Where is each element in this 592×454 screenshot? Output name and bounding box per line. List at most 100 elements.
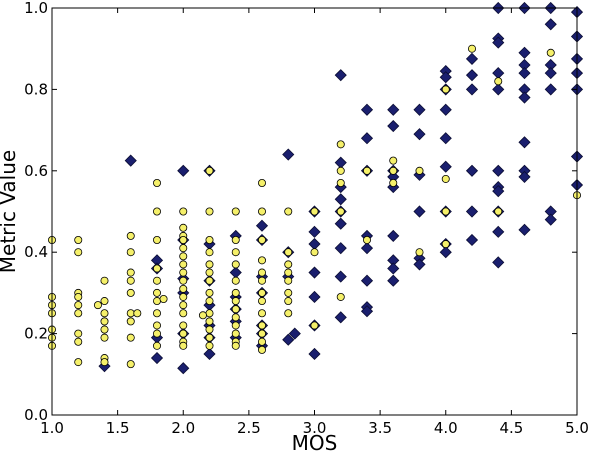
- data-point-circle: [389, 166, 398, 175]
- data-point-diamond: [518, 46, 531, 59]
- data-point-diamond: [255, 219, 269, 232]
- data-point-circle: [205, 248, 214, 257]
- data-point-circle: [152, 264, 161, 273]
- data-point-circle: [494, 207, 503, 216]
- y-tick-label: 0.8: [24, 80, 48, 98]
- data-point-diamond: [387, 262, 400, 275]
- data-point-diamond: [492, 36, 505, 49]
- data-point-circle: [205, 341, 214, 350]
- data-point-diamond: [518, 91, 531, 104]
- y-tick-label: 0.2: [24, 325, 48, 343]
- data-point-diamond: [308, 266, 321, 279]
- data-point-circle: [205, 325, 214, 334]
- data-point-diamond: [518, 136, 531, 149]
- data-point-diamond: [387, 103, 400, 116]
- data-point-circle: [336, 166, 345, 175]
- data-point-circle: [179, 268, 188, 277]
- data-point-circle: [152, 321, 161, 330]
- data-point-circle: [152, 288, 161, 297]
- data-point-circle: [310, 207, 319, 216]
- data-point-circle: [231, 297, 240, 306]
- data-point-diamond: [308, 290, 321, 304]
- data-point-diamond: [492, 164, 505, 177]
- data-point-circle: [441, 174, 450, 183]
- data-point-diamond: [413, 128, 426, 141]
- data-point-circle: [74, 235, 83, 244]
- data-point-circle: [179, 292, 188, 301]
- data-point-circle: [126, 360, 135, 369]
- data-point-circle: [284, 248, 293, 257]
- data-point-circle: [231, 276, 240, 285]
- y-tick-label: 1.0: [24, 0, 48, 17]
- data-point-diamond: [177, 362, 190, 375]
- data-point-diamond: [360, 305, 374, 318]
- data-point-circle: [389, 156, 398, 165]
- data-point-circle: [205, 297, 214, 306]
- data-point-circle: [231, 305, 240, 314]
- data-point-circle: [257, 179, 266, 188]
- data-point-diamond: [439, 103, 452, 116]
- x-tick-label: 5.0: [565, 419, 589, 437]
- data-point-circle: [284, 288, 293, 297]
- data-point-circle: [74, 329, 83, 338]
- data-point-diamond: [465, 233, 479, 247]
- data-point-diamond: [308, 225, 321, 238]
- data-point-diamond: [334, 311, 347, 324]
- data-point-diamond: [282, 333, 295, 346]
- data-point-diamond: [334, 242, 347, 255]
- data-point-circle: [126, 288, 135, 297]
- data-point-diamond: [518, 170, 531, 183]
- data-point-circle: [441, 85, 450, 94]
- data-point-diamond: [334, 193, 347, 206]
- data-point-circle: [179, 329, 188, 338]
- data-point-circle: [546, 48, 555, 57]
- y-tick-label: 0.4: [24, 243, 48, 261]
- data-point-diamond: [308, 347, 321, 361]
- data-point-circle: [310, 248, 319, 257]
- data-point-circle: [205, 276, 214, 285]
- data-point-circle: [198, 311, 207, 320]
- data-point-diamond: [387, 119, 400, 133]
- y-axis-label: Metric Value: [0, 150, 20, 273]
- data-point-diamond: [334, 270, 347, 283]
- data-point-circle: [257, 321, 266, 330]
- data-point-circle: [179, 260, 188, 269]
- data-point-circle: [179, 252, 188, 261]
- data-point-circle: [205, 207, 214, 216]
- data-point-diamond: [387, 274, 400, 287]
- data-point-circle: [179, 235, 188, 244]
- data-point-diamond: [288, 327, 301, 340]
- x-tick-label: 4.0: [434, 419, 458, 437]
- data-point-diamond: [439, 246, 452, 259]
- data-point-circle: [100, 309, 109, 318]
- data-point-diamond: [465, 83, 479, 96]
- data-point-diamond: [492, 67, 505, 80]
- data-point-circle: [179, 223, 188, 232]
- data-point-circle: [257, 297, 266, 306]
- data-point-diamond: [544, 83, 557, 96]
- data-point-diamond: [439, 132, 452, 145]
- data-point-diamond: [439, 71, 452, 84]
- data-point-circle: [100, 276, 109, 285]
- data-point-circle: [389, 179, 398, 188]
- x-tick-label: 2.5: [237, 419, 261, 437]
- data-point-circle: [74, 292, 83, 301]
- data-point-circle: [74, 248, 83, 257]
- data-point-diamond: [360, 103, 374, 116]
- data-point-circle: [205, 317, 214, 326]
- data-point-diamond: [518, 223, 531, 236]
- data-point-circle: [126, 231, 135, 240]
- data-point-circle: [441, 240, 450, 249]
- data-point-diamond: [465, 164, 479, 177]
- data-point-circle: [441, 207, 450, 216]
- data-point-circle: [133, 309, 142, 318]
- data-point-diamond: [229, 266, 242, 279]
- data-point-circle: [152, 309, 161, 318]
- data-point-diamond: [544, 18, 557, 31]
- data-point-diamond: [334, 156, 347, 169]
- data-point-circle: [336, 179, 345, 188]
- data-point-circle: [152, 207, 161, 216]
- data-point-circle: [126, 309, 135, 318]
- data-point-circle: [93, 301, 102, 310]
- data-point-circle: [205, 260, 214, 269]
